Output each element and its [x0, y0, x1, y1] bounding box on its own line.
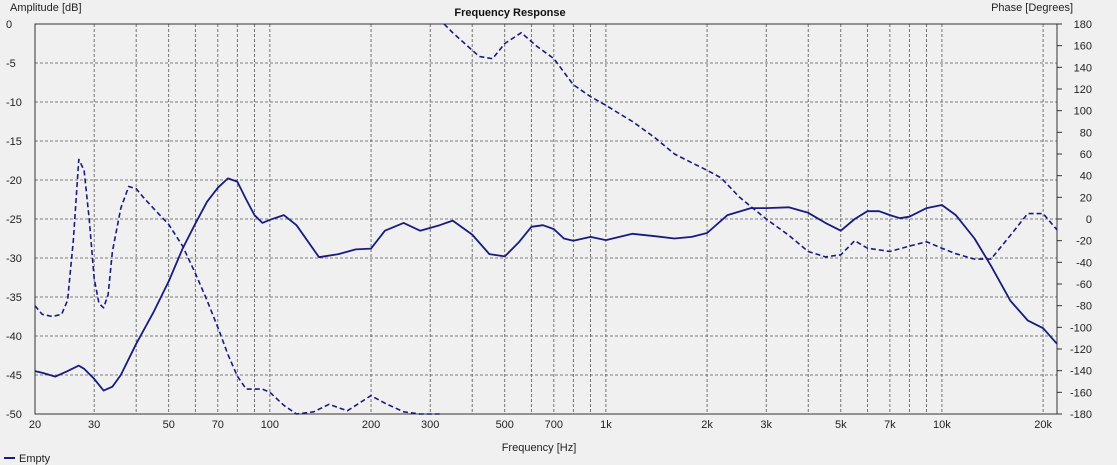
x-tick-label: 30 [88, 419, 100, 431]
x-tick-label: 700 [545, 419, 563, 431]
y-left-tick-label: -10 [6, 97, 22, 109]
y-right-tick-label: 60 [1080, 149, 1092, 161]
series-layer [34, 23, 1058, 415]
x-tick-label: 20 [29, 419, 41, 431]
y-left-tick-label: -30 [6, 253, 22, 265]
series-line-amplitude [34, 177, 1058, 392]
y-right-tick-label: 40 [1080, 171, 1092, 183]
y-right-tick-label: 160 [1074, 41, 1092, 53]
x-tick-label: 70 [212, 419, 224, 431]
x-axis-label: Frequency [Hz] [502, 442, 577, 454]
y-right-tick-label: -60 [1076, 279, 1092, 291]
x-tick-label: 300 [421, 419, 439, 431]
y-right-tick-label: -140 [1070, 366, 1092, 378]
y-right-tick-label: -180 [1070, 409, 1092, 421]
legend-label: Empty [19, 453, 51, 465]
y-left-tick-label: -20 [6, 175, 22, 187]
x-tick-label: 1k [600, 419, 612, 431]
y-left-tick-label: -35 [6, 292, 22, 304]
chart-title: Frequency Response [454, 7, 565, 19]
x-tick-label: 3k [760, 419, 772, 431]
y-left-tick-label: -15 [6, 136, 22, 148]
y-right-tick-label: 120 [1074, 84, 1092, 96]
y-axis-right-label: Phase [Degrees] [991, 2, 1073, 14]
y-right-tick-label: 0 [1086, 214, 1092, 226]
series-line-phase [34, 158, 440, 415]
y-left-tick-label: 0 [6, 19, 12, 31]
x-tick-label: 50 [163, 419, 175, 431]
y-right-tick-label: -100 [1070, 322, 1092, 334]
y-right-tick-label: -40 [1076, 257, 1092, 269]
y-left-tick-label: -25 [6, 214, 22, 226]
x-tick-label: 7k [884, 419, 896, 431]
legend: Empty [4, 453, 51, 465]
tick-labels: 20 30 50 70 100 200 300 500 700 1k 2k 3k 5k 7k 10k 20k0… [6, 19, 1092, 431]
y-right-tick-label: -160 [1070, 387, 1092, 399]
x-tick-label: 500 [496, 419, 514, 431]
y-left-tick-label: -40 [6, 331, 22, 343]
x-tick-label: 100 [261, 419, 279, 431]
y-right-tick-label: -80 [1076, 301, 1092, 313]
y-right-tick-label: -20 [1076, 236, 1092, 248]
y-left-tick-label: -45 [6, 370, 22, 382]
y-axis-left-label: Amplitude [dB] [10, 2, 82, 14]
y-right-tick-label: 20 [1080, 192, 1092, 204]
x-tick-label: 20k [1034, 419, 1052, 431]
series-line-phase [443, 23, 1058, 260]
x-tick-label: 5k [835, 419, 847, 431]
y-right-tick-label: 80 [1080, 127, 1092, 139]
y-right-tick-label: -120 [1070, 344, 1092, 356]
x-tick-label: 10k [933, 419, 951, 431]
x-tick-label: 200 [362, 419, 380, 431]
y-right-tick-label: 180 [1074, 19, 1092, 31]
y-right-tick-label: 100 [1074, 106, 1092, 118]
y-left-tick-label: -50 [6, 409, 22, 421]
y-right-tick-label: 140 [1074, 62, 1092, 74]
grid [34, 23, 1057, 415]
x-tick-label: 2k [701, 419, 713, 431]
y-left-tick-label: -5 [6, 58, 16, 70]
